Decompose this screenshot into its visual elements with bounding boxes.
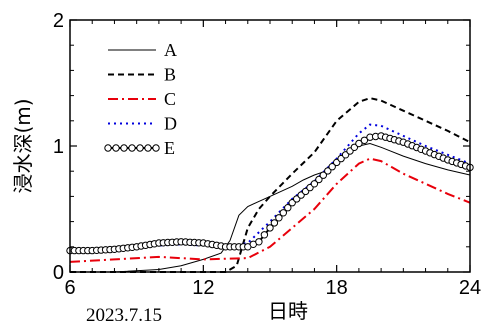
series-point-E [324,167,332,175]
y-tick-label: 0 [53,262,64,284]
legend-marker-E [104,144,112,152]
y-tick-label: 2 [53,10,64,32]
y-tick-label: 1 [53,136,64,158]
x-tick-label: 12 [192,277,214,299]
series-point-E [275,214,283,222]
series-point-E [255,238,263,246]
series-layer [66,97,474,273]
series-line-A [70,142,471,273]
legend-label-E: E [164,138,175,158]
series-line-C [69,157,471,263]
series-point-E [310,180,319,188]
legend-marker-E [112,144,120,152]
series-point-E [355,139,363,148]
legend-label-C: C [164,89,176,109]
legend-label-B: B [164,65,176,85]
x-tick-label: 6 [64,277,75,299]
legend-label-D: D [164,114,177,134]
series-point-E [319,171,327,179]
legend-label-A: A [164,40,177,60]
x-tick-label: 24 [459,277,481,299]
series-point-E [315,175,323,184]
series-line-B [70,97,471,273]
x-tick-label: 18 [326,277,348,299]
legend-marker-E [128,144,136,152]
series-point-E [260,231,269,239]
series-point-E [284,204,292,212]
series-point-E [328,163,336,171]
legend-marker-E [144,144,152,152]
y-axis-title: 浸水深(m) [11,98,35,193]
series-point-E [360,136,369,145]
legend-marker-E [136,144,144,152]
x-axis-title: 日時 [268,299,308,323]
legend-marker-E [152,144,160,152]
date-note: 2023.7.15 [86,305,162,326]
series-point-E [279,209,287,217]
legend-marker-E [120,144,128,152]
series-point-E [266,224,274,232]
series-point-E [270,219,279,227]
